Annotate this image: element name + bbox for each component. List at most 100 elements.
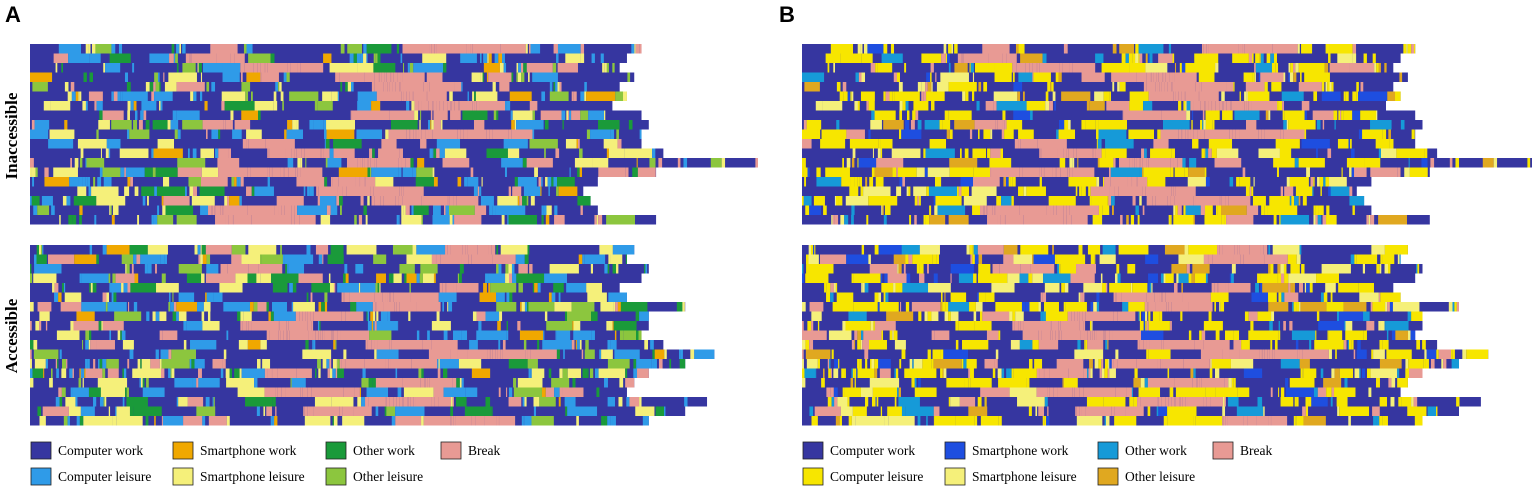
sequence-segment-cl [1275,63,1279,73]
sequence-segment-br [260,72,262,82]
sequence-segment-ol [155,82,160,92]
sequence-segment-br [113,91,118,101]
sequence-segment-cl [972,254,975,264]
sequence-segment-cl [896,72,900,82]
sequence-segment-sl [1185,101,1187,111]
sequence-segment-sl [546,205,552,215]
sequence-segment-ow [337,368,344,378]
sequence-segment-br [1136,158,1140,168]
sequence-segment-ol [532,110,535,120]
sequence-segment-br [422,340,432,350]
sequence-segment-cl [1274,53,1277,63]
sequence-segment-cl [1205,110,1220,120]
sequence-segment-br [1219,245,1223,255]
sequence-segment-br [1047,387,1050,397]
sequence-segment-br [555,148,560,158]
sequence-segment-cl [955,321,959,331]
sequence-segment-br [1069,63,1073,73]
sequence-segment-ow [633,359,637,369]
sequence-segment-cl [1345,91,1349,101]
sequence-segment-cl [804,177,807,187]
sequence-segment-br [246,186,252,196]
sequence-segment-cl [125,167,145,177]
sequence-segment-sl [140,378,143,388]
sequence-segment-cl [80,406,95,416]
sequence-segment-cl [192,148,197,158]
sequence-segment-br [281,205,285,215]
sequence-segment-cl [961,186,965,196]
sequence-segment-ol [420,264,438,274]
sequence-segment-br [866,101,869,111]
sequence-segment-br [1144,158,1147,168]
sequence-segment-cl [506,292,510,302]
sequence-segment-cl [909,215,912,225]
sequence-segment-sw [76,311,95,321]
sequence-row [30,273,642,283]
sequence-segment-br [1054,321,1059,331]
sequence-segment-cl [1278,101,1283,111]
sequence-segment-sw [359,387,361,397]
sequence-segment-br [345,359,365,369]
sequence-segment-cl [132,63,135,73]
sequence-segment-cl [972,205,981,215]
sequence-segment-br [30,158,34,168]
sequence-segment-ol [1112,44,1117,54]
sequence-segment-ol [526,196,529,206]
sequence-segment-sl [156,283,179,293]
sequence-segment-br [1248,101,1252,111]
sequence-segment-sw [1006,177,1009,187]
sequence-segment-cl [1180,311,1183,321]
sequence-segment-sl [124,186,130,196]
sequence-segment-br [1030,264,1055,274]
sequence-segment-br [394,302,397,312]
sequence-segment-cl [823,205,827,215]
sequence-segment-sl [950,311,959,321]
sequence-segment-cl [149,53,170,63]
sequence-segment-sw [229,196,240,206]
sequence-segment-br [1174,72,1197,82]
sequence-segment-br [968,368,971,378]
sequence-segment-br [379,72,382,82]
sequence-segment-cl [1247,91,1270,101]
sequence-segment-sl [112,205,119,215]
sequence-segment-br [371,196,375,206]
legend-label-other-work: Other work [353,443,415,458]
sequence-segment-br [1125,406,1144,416]
sequence-segment-br [509,273,513,283]
sequence-segment-ow [509,292,513,302]
sequence-segment-br [410,292,439,302]
sequence-segment-sw [488,283,491,293]
sequence-segment-cl [1252,72,1255,82]
sequence-segment-br [1053,205,1057,215]
sequence-segment-br [1327,148,1332,158]
sequence-segment-br [1200,129,1205,139]
sequence-segment-cl [324,129,327,139]
sequence-segment-ol [32,82,48,92]
sequence-segment-cl [871,397,876,407]
sequence-segment-ow [809,406,814,416]
sequence-segment-ow [218,129,221,139]
sequence-segment-cl [151,215,154,225]
sequence-segment-ow [829,359,831,369]
sequence-segment-br [1137,177,1148,187]
sequence-segment-cl [398,167,402,177]
sequence-segment-br [1002,53,1007,63]
sequence-segment-ow [1001,196,1012,206]
sequence-segment-sl [1203,120,1206,130]
sequence-segment-sl [296,120,299,130]
sequence-segment-ow [486,148,508,158]
sequence-segment-br [459,101,471,111]
sequence-segment-sl [419,120,421,130]
sequence-segment-cl [1026,378,1030,388]
sequence-segment-cl [912,378,915,388]
sequence-segment-br [1092,330,1095,340]
sequence-segment-br [1161,292,1163,302]
sequence-segment-ol [96,129,99,139]
sequence-segment-sl [83,416,113,426]
sequence-segment-cl [1054,254,1057,264]
sequence-segment-ow [508,215,537,225]
sequence-segment-cl [194,359,205,369]
sequence-segment-cl [51,205,55,215]
sequence-segment-br [994,359,998,369]
sequence-segment-br [187,397,204,407]
